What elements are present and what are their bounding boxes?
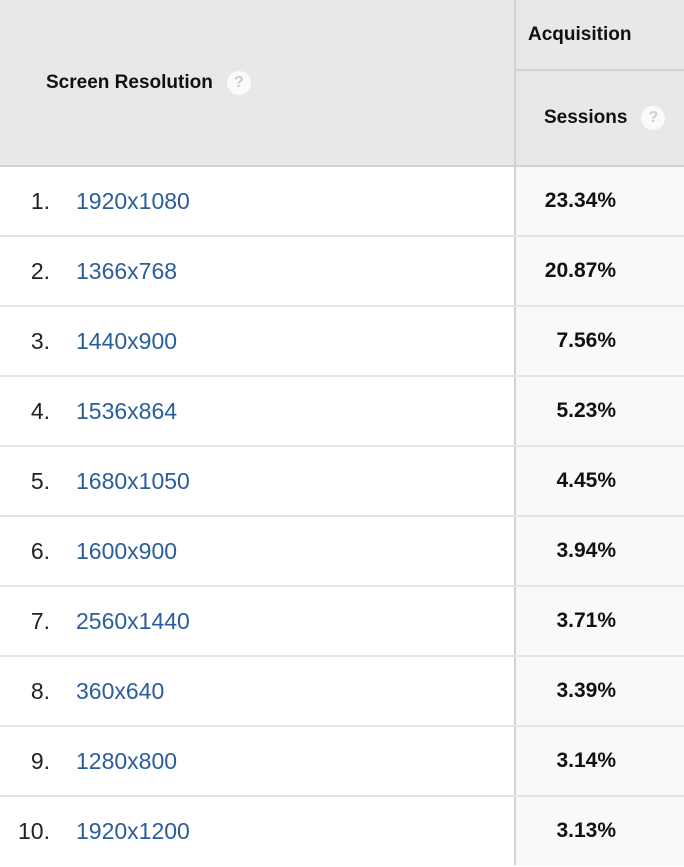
table-row: 1. 1920x1080 23.34% [0,167,684,237]
sessions-value: 20.87% [516,237,684,305]
row-index: 6. [30,538,50,564]
row-index: 1. [30,188,50,214]
resolution-link[interactable]: 1920x1080 [76,188,190,214]
sessions-value: 23.34% [516,167,684,235]
resolution-link[interactable]: 1920x1200 [76,818,190,844]
sessions-header-label: Sessions [544,107,628,128]
dimension-header-label: Screen Resolution [46,71,213,93]
row-index: 8. [30,678,50,704]
resolution-link[interactable]: 1440x900 [76,328,178,354]
resolution-link[interactable]: 1536x864 [76,398,178,424]
row-index: 7. [30,608,50,634]
resolution-link[interactable]: 1600x900 [76,538,178,564]
sessions-value: 3.71% [516,587,684,655]
resolution-link[interactable]: 1280x800 [76,748,178,774]
column-divider [514,0,516,865]
sessions-value: 4.45% [516,447,684,515]
row-index: 3. [30,328,50,354]
row-index: 2. [30,258,50,284]
resolution-link[interactable]: 2560x1440 [76,608,190,634]
dimension-header[interactable]: Screen Resolution? [0,0,514,165]
sessions-value: 7.56% [516,307,684,375]
table-header: Screen Resolution? Acquisition Sessions? [0,0,684,167]
help-icon[interactable]: ? [226,70,251,95]
table-row: 9. 1280x800 3.14% [0,727,684,797]
resolution-link[interactable]: 360x640 [76,678,165,704]
row-index: 5. [30,468,50,494]
table-row: 7. 2560x1440 3.71% [0,587,684,657]
sessions-header[interactable]: Sessions? [516,71,684,165]
row-index: 4. [30,398,50,424]
sessions-value: 3.94% [516,517,684,585]
table-row: 4. 1536x864 5.23% [0,377,684,447]
table-row: 5. 1680x1050 4.45% [0,447,684,517]
resolution-link[interactable]: 1366x768 [76,258,178,284]
row-index: 9. [30,748,50,774]
table-row: 6. 1600x900 3.94% [0,517,684,587]
table-row: 2. 1366x768 20.87% [0,237,684,307]
sessions-value: 5.23% [516,377,684,445]
row-index: 10. [18,818,50,844]
table-row: 8. 360x640 3.39% [0,657,684,727]
sessions-value: 3.14% [516,727,684,795]
resolution-link[interactable]: 1680x1050 [76,468,190,494]
group-header: Acquisition [516,0,684,71]
sessions-value: 3.13% [516,797,684,865]
table-row: 10. 1920x1200 3.13% [0,797,684,867]
table-body: 1. 1920x1080 23.34% 2. 1366x768 20.87% 3. 1440x… [0,167,684,867]
sessions-value: 3.39% [516,657,684,725]
table-row: 3. 1440x900 7.56% [0,307,684,377]
help-icon[interactable]: ? [641,106,666,130]
